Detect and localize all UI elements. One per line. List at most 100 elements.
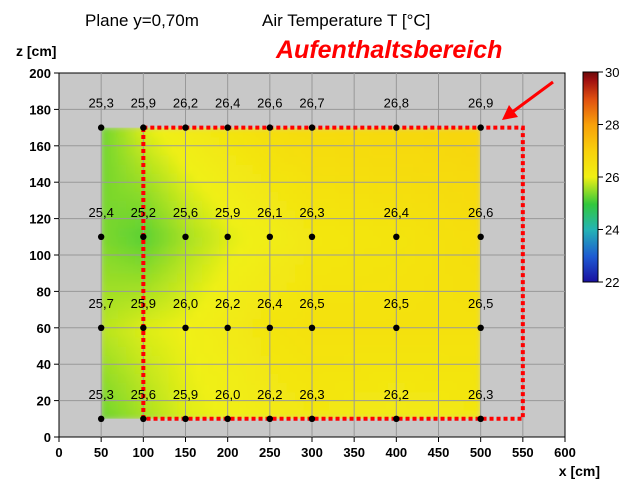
measurement-point <box>393 233 400 240</box>
x-tick-label: 600 <box>554 445 576 460</box>
x-tick-label: 200 <box>217 445 239 460</box>
measurement-point <box>393 324 400 331</box>
measurement-point <box>308 324 316 331</box>
measurement-point <box>182 233 189 240</box>
measurement-value-label: 26,5 <box>468 296 493 311</box>
colorbar-tick-label: 26 <box>605 170 619 185</box>
measurement-value-label: 25,4 <box>89 205 114 220</box>
measurement-value-label: 25,9 <box>215 205 240 220</box>
measurement-value-label: 26,2 <box>173 96 198 111</box>
measurement-point <box>97 124 105 131</box>
x-tick-label: 400 <box>385 445 407 460</box>
measurement-point <box>224 124 231 131</box>
x-tick-label: 250 <box>259 445 281 460</box>
x-tick-label: 350 <box>343 445 365 460</box>
measurement-value-label: 26,0 <box>173 296 198 311</box>
measurement-value-label: 26,3 <box>299 387 324 402</box>
y-tick-label: 80 <box>37 284 51 299</box>
measurement-value-label: 25,6 <box>173 205 198 220</box>
measurement-point <box>224 415 231 422</box>
annotation-arrow <box>502 80 554 120</box>
zone-annotation: Aufenthaltsbereich <box>275 36 502 64</box>
y-axis-label: z [cm] <box>16 43 56 59</box>
measurement-value-label: 26,5 <box>299 296 324 311</box>
measurement-value-label: 25,3 <box>89 387 114 402</box>
measurement-point <box>224 233 231 240</box>
y-tick-label: 140 <box>29 175 51 190</box>
measurement-point <box>308 233 316 240</box>
measurement-point <box>477 415 484 422</box>
temperature-field <box>101 127 481 419</box>
y-tick-label: 20 <box>37 394 51 409</box>
measurement-value-label: 26,5 <box>384 296 409 311</box>
measurement-value-label: 25,2 <box>131 205 156 220</box>
y-tick-label: 200 <box>29 66 51 81</box>
measurement-value-label: 25,9 <box>173 387 198 402</box>
measurement-value-label: 26,0 <box>215 387 240 402</box>
measurement-point <box>140 415 147 422</box>
y-tick-label: 160 <box>29 139 51 154</box>
measurement-point <box>97 324 105 331</box>
x-tick-label: 450 <box>428 445 450 460</box>
measurement-point <box>477 124 484 131</box>
y-tick-label: 60 <box>37 321 51 336</box>
measurement-point <box>140 124 147 131</box>
measurement-value-label: 26,8 <box>384 96 409 111</box>
measurement-value-label: 26,7 <box>299 96 324 111</box>
measurement-point <box>266 124 274 131</box>
y-tick-label: 0 <box>44 430 51 445</box>
measurement-point <box>266 415 274 422</box>
measurement-value-label: 25,7 <box>89 296 114 311</box>
measurement-value-label: 26,3 <box>299 205 324 220</box>
measurement-point <box>308 124 316 131</box>
measurement-value-label: 26,2 <box>257 387 282 402</box>
measurement-point <box>97 233 105 240</box>
measurement-value-label: 26,4 <box>384 205 409 220</box>
x-tick-label: 0 <box>55 445 62 460</box>
measurement-point <box>477 324 484 331</box>
colorbar-ticks: 22 24 26 28 30 <box>598 65 619 290</box>
y-tick-label: 120 <box>29 212 51 227</box>
measurement-point <box>393 415 400 422</box>
x-tick-label: 500 <box>470 445 492 460</box>
measurement-value-label: 26,2 <box>215 296 240 311</box>
y-tick-label: 40 <box>37 357 51 372</box>
measurement-point <box>477 233 484 240</box>
measurement-point <box>266 233 274 240</box>
measurement-value-label: 26,4 <box>215 96 240 111</box>
colorbar <box>582 71 599 283</box>
measurement-point <box>182 324 189 331</box>
colorbar-tick-label: 24 <box>605 223 619 238</box>
measurement-value-label: 26,3 <box>468 387 493 402</box>
measurement-point <box>308 415 316 422</box>
measurement-point <box>140 233 147 240</box>
y-tick-label: 100 <box>29 248 51 263</box>
measurement-value-label: 26,6 <box>468 205 493 220</box>
measurement-value-label: 26,6 <box>257 96 282 111</box>
measurement-value-label: 26,1 <box>257 205 282 220</box>
measurement-value-label: 25,9 <box>131 296 156 311</box>
measurement-point <box>140 324 147 331</box>
x-tick-label: 50 <box>94 445 108 460</box>
colorbar-tick-label: 28 <box>605 118 619 133</box>
measurement-point <box>97 415 105 422</box>
colorbar-tick-label: 30 <box>605 65 619 80</box>
comfort-zone-outline <box>141 125 525 421</box>
x-tick-label: 100 <box>132 445 154 460</box>
x-tick-label: 150 <box>175 445 197 460</box>
measurement-value-label: 25,3 <box>89 96 114 111</box>
y-axis-ticks: 0 20 40 60 80 100 120 140 160 180 200 <box>29 66 59 445</box>
measurement-point <box>224 324 231 331</box>
measurement-points <box>97 124 484 422</box>
y-tick-label: 180 <box>29 102 51 117</box>
measurement-labels: 25,3 25,9 26,2 26,4 26,6 26,7 26,8 26,9 25,4 25,2… <box>89 96 494 402</box>
x-tick-label: 300 <box>301 445 323 460</box>
measurement-point <box>182 124 189 131</box>
colorbar-tick-label: 22 <box>605 275 619 290</box>
measurement-point <box>266 324 274 331</box>
zone-rectangle <box>141 125 525 421</box>
chart-subtitle: Air Temperature T [°C] <box>262 11 430 30</box>
measurement-value-label: 26,2 <box>384 387 409 402</box>
x-axis-ticks: 0 50 100 150 200 250 300 350 400 450 500 550 600 <box>55 437 576 460</box>
